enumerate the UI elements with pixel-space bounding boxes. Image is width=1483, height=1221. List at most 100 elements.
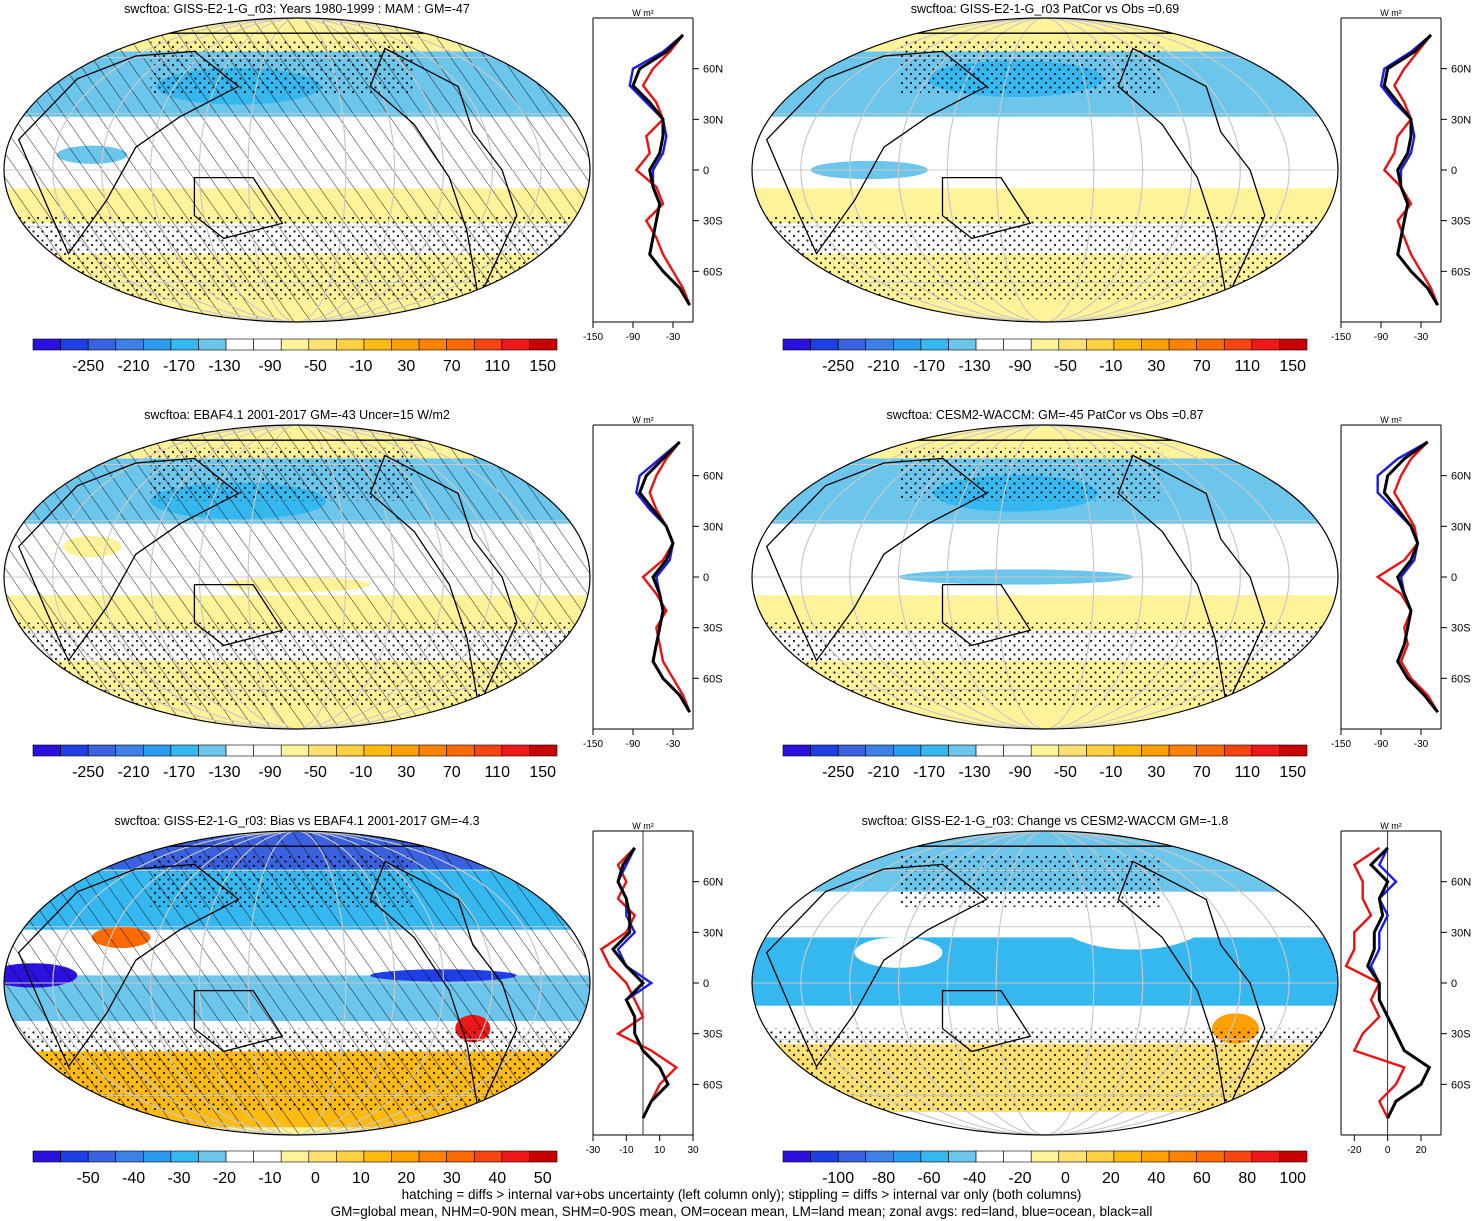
graticule-lon: [247, 831, 347, 1135]
colorbar-label: 100: [1279, 1170, 1306, 1187]
graticule-lon: [946, 425, 1144, 729]
graticule-lon: [247, 425, 347, 729]
map-border: [751, 424, 1339, 730]
coastline: [193, 583, 284, 647]
colorbar-swatch: [253, 338, 282, 351]
colorbar-swatch: [87, 338, 117, 351]
colorbar-swatch: [529, 744, 558, 757]
colorbar-swatch: [501, 1150, 530, 1163]
colorbar-label: -50: [304, 764, 327, 781]
colorbar-swatch: [473, 338, 503, 351]
colorbar-swatch: [391, 1150, 420, 1163]
colorbar-swatch: [198, 744, 227, 757]
colorbar-swatch: [1251, 1150, 1280, 1163]
zonal-tick-label: -90: [1374, 739, 1389, 750]
colorbar-swatch: [308, 1150, 337, 1163]
colorbar-swatch: [1168, 744, 1197, 757]
field-band: [752, 116, 1338, 155]
colorbar-swatch: [253, 1150, 282, 1163]
graticule-lon: [198, 18, 396, 322]
colorbar-label: -50: [77, 1170, 100, 1187]
colorbar-swatch: [948, 1150, 977, 1163]
colorbar-label: -50: [304, 358, 327, 375]
colorbar-swatch: [1141, 744, 1170, 757]
lat-tick-label: 60N: [1451, 877, 1471, 889]
coastline: [765, 457, 988, 662]
colorbar-swatch: [975, 338, 1004, 351]
lat-tick-label: 60S: [1451, 266, 1471, 278]
graticule-lon: [150, 18, 444, 322]
colorbar-label: 70: [443, 358, 461, 375]
lat-tick-label: 60N: [703, 64, 723, 76]
colorbar-swatch: [1168, 1150, 1197, 1163]
zonal-series-all: [611, 847, 670, 1119]
lat-tick-label: 60S: [703, 266, 723, 278]
colorbar-swatch: [782, 744, 811, 757]
colorbar-swatch: [225, 1150, 254, 1163]
colorbar-label: -90: [258, 358, 281, 375]
graticule-lon: [995, 425, 1095, 729]
colorbar-label: 0: [1061, 1170, 1070, 1187]
zonal-series-ocean: [1379, 33, 1439, 306]
colorbar: -250 -210 -170 -130 -90 -50 -10 30 70 110 150: [32, 744, 558, 781]
colorbar-swatch: [391, 338, 420, 351]
colorbar-swatch: [280, 744, 310, 757]
colorbar-swatch: [837, 338, 867, 351]
colorbar-label: -170: [913, 358, 945, 375]
colorbar-swatch: [1279, 1150, 1308, 1163]
colorbar-swatch: [446, 338, 475, 351]
colorbar-swatch: [1113, 744, 1142, 757]
colorbar-swatch: [948, 338, 977, 351]
colorbar-swatch: [501, 744, 530, 757]
coastline: [765, 863, 988, 1068]
graticule-lon: [52, 425, 542, 729]
zonal-tick-label: -90: [626, 332, 641, 343]
colorbar-label: -30: [167, 1170, 190, 1187]
colorbar: -50 -40 -30 -20 -10 0 10 20 30 40 50: [32, 1150, 558, 1187]
field-anomaly: [1176, 78, 1236, 110]
colorbar-swatch: [1168, 338, 1197, 351]
colorbar-label: -20: [1008, 1170, 1031, 1187]
lat-tick-label: 60S: [703, 1079, 723, 1091]
zonal-series-land: [1382, 34, 1439, 306]
colorbar-swatch: [810, 1150, 839, 1163]
lat-tick-label: 0: [1451, 165, 1457, 177]
coastline: [369, 454, 518, 709]
colorbar-swatch: [253, 744, 282, 757]
lat-tick-label: 30S: [703, 623, 723, 635]
colorbar-label: 110: [484, 358, 510, 375]
zonal-series-land: [641, 441, 691, 713]
colorbar-swatch: [865, 338, 894, 351]
colorbar-label: 30: [443, 1170, 461, 1187]
graticule-lon: [150, 425, 444, 729]
colorbar-label: -170: [163, 764, 195, 781]
colorbar-label: 0: [311, 1170, 320, 1187]
zonal-unit: W m²: [1380, 415, 1402, 425]
colorbar-swatch: [1196, 338, 1225, 351]
colorbar-label: -50: [1054, 764, 1077, 781]
colorbar-swatch: [60, 744, 89, 757]
coastline: [369, 47, 518, 302]
map-border: [751, 17, 1339, 323]
graticule-lon: [800, 425, 1290, 729]
stippling: [752, 215, 1338, 300]
graticule-lon: [946, 831, 1144, 1135]
colorbar-label: -130: [958, 764, 990, 781]
graticule-lon: [150, 831, 444, 1135]
colorbar-label: 110: [1234, 764, 1260, 781]
graticule-lon: [800, 18, 1290, 322]
map-border: [751, 830, 1339, 1136]
zonal-series-all: [1382, 440, 1439, 714]
colorbar-label: -40: [122, 1170, 145, 1187]
zonal-profile: -150 -90 -30 W m² 60N 30N 0 30S 60S: [1331, 415, 1471, 750]
graticule-lon: [898, 18, 1192, 322]
coastline: [17, 50, 240, 255]
colorbar-swatch: [1030, 1150, 1060, 1163]
colorbar-label: -90: [1008, 358, 1031, 375]
colorbar-label: -250: [72, 358, 104, 375]
colorbar-swatch: [198, 1150, 227, 1163]
colorbar-swatch: [1003, 338, 1032, 351]
zonal-tick-label: -30: [1414, 332, 1429, 343]
colorbar-swatch: [1003, 744, 1032, 757]
